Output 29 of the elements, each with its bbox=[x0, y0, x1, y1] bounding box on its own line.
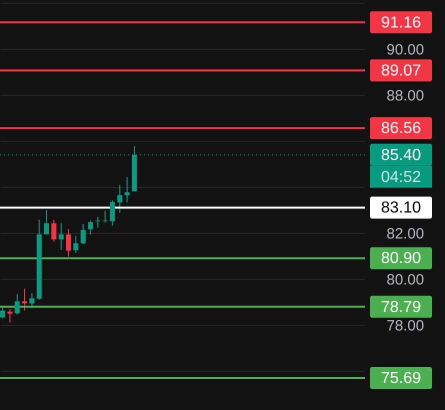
candlestick bbox=[110, 200, 115, 226]
y-tick-label: 90.00 bbox=[386, 41, 424, 58]
y-tick-label: 78.00 bbox=[386, 317, 424, 334]
ref-line-label: 78.79 bbox=[380, 298, 422, 316]
candlestick bbox=[14, 293, 20, 316]
ref-line-label: 86.56 bbox=[380, 120, 422, 138]
candlestick bbox=[29, 292, 34, 309]
candlestick bbox=[66, 228, 71, 258]
candlestick bbox=[88, 220, 93, 236]
candlestick bbox=[58, 222, 64, 250]
candlestick bbox=[22, 288, 28, 312]
candlestick bbox=[117, 184, 122, 214]
ref-line-label: 91.16 bbox=[380, 14, 422, 32]
text: 04:52 bbox=[380, 168, 422, 186]
candlestick bbox=[80, 223, 86, 245]
candlestick bbox=[7, 308, 12, 324]
ref-line-label: 75.69 bbox=[380, 370, 422, 388]
y-tick-label: 82.00 bbox=[386, 225, 424, 242]
ref-line-label: 89.07 bbox=[380, 62, 422, 80]
ref-line-label: 80.90 bbox=[380, 250, 422, 268]
candlestick bbox=[51, 219, 56, 242]
ref-line-label: 85.40 bbox=[380, 146, 422, 164]
y-tick-label: 80.00 bbox=[386, 271, 424, 288]
candlestick bbox=[124, 176, 130, 203]
candlestick bbox=[44, 209, 50, 235]
ref-line-label: 83.10 bbox=[380, 200, 422, 217]
y-tick-label: 88.00 bbox=[386, 87, 424, 104]
candlestick bbox=[0, 305, 6, 319]
candlestick bbox=[73, 236, 78, 254]
